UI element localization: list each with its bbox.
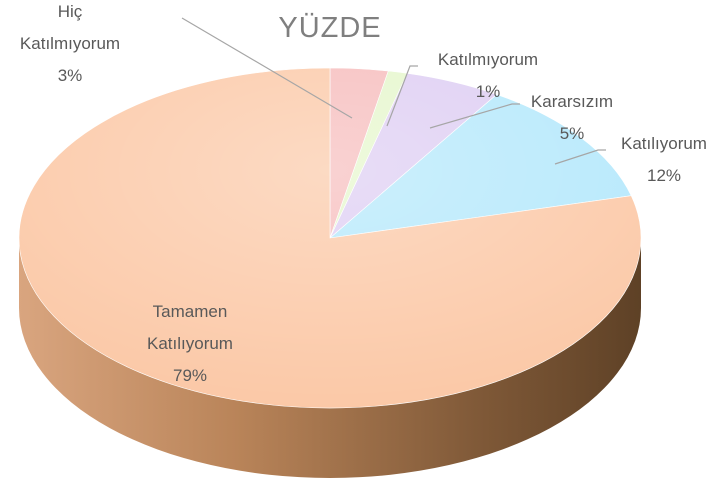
leader-line xyxy=(429,103,520,129)
data-label: Tamamen Katılıyorum 79% xyxy=(130,296,250,392)
chart-title: YÜZDE xyxy=(278,12,382,44)
data-label: Hiç Katılmıyorum 3% xyxy=(15,0,125,92)
category-label: Katılmıyorum xyxy=(437,50,539,69)
leader-line xyxy=(554,149,606,165)
value-label: 5% xyxy=(559,124,585,143)
value-label: 12% xyxy=(646,166,682,185)
value-label: 79% xyxy=(172,366,208,385)
category-label: Hiç Katılmıyorum xyxy=(19,2,121,53)
value-label: 1% xyxy=(475,82,501,101)
category-label: Kararsızım xyxy=(530,92,614,111)
slice-side xyxy=(19,238,641,478)
category-label: Katılıyorum xyxy=(621,134,707,153)
data-label: Katılmıyorum 1% xyxy=(388,44,588,108)
leader-line xyxy=(181,17,353,119)
category-label: Tamamen Katılıyorum xyxy=(147,302,233,353)
data-label: Kararsızım 5% xyxy=(472,86,672,150)
pie-sides xyxy=(19,238,641,478)
leader-line xyxy=(386,65,418,127)
value-label: 3% xyxy=(57,66,83,85)
data-label: Katılıyorum 12% xyxy=(564,128,721,192)
